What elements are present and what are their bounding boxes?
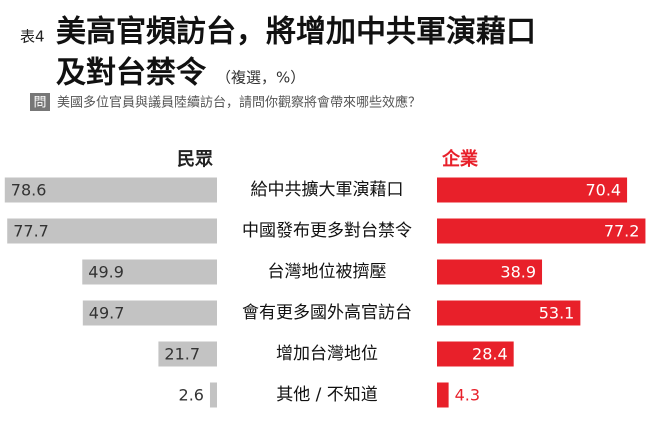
- question-tag-box: [30, 93, 50, 111]
- category-label: 會有更多國外高官訪台: [242, 303, 412, 323]
- bar: [437, 382, 449, 408]
- value-label: 2.6: [179, 386, 204, 405]
- bar: [437, 259, 543, 285]
- value-label: 28.4: [472, 345, 508, 364]
- bar: [437, 300, 581, 326]
- title-prefix: 表4: [20, 28, 45, 46]
- value-label: 21.7: [164, 345, 200, 364]
- value-label: 78.6: [11, 181, 47, 200]
- value-label: 49.7: [89, 304, 125, 323]
- bar: [7, 218, 217, 244]
- category-label: 給中共擴大軍演藉口: [251, 180, 404, 200]
- bar: [82, 300, 217, 326]
- bar: [437, 218, 646, 244]
- category-label: 台灣地位被擠壓: [268, 262, 387, 282]
- value-label: 70.4: [585, 181, 621, 200]
- chart-title: 美高官頻訪台，將增加中共軍演藉口: [56, 15, 536, 50]
- chart-title: 及對台禁令: [56, 56, 207, 91]
- value-label: 4.3: [455, 386, 480, 405]
- bar: [437, 341, 514, 367]
- value-label: 77.2: [604, 222, 640, 241]
- bar: [437, 177, 628, 203]
- bar: [4, 177, 218, 203]
- question: 美國多位官員與議員陸續訪台，請問你觀察將會帶來哪些效應？: [57, 95, 421, 111]
- bar: [82, 259, 218, 285]
- subtitle: （複選，%）: [216, 69, 305, 87]
- legend-label: 企業: [441, 148, 479, 170]
- value-label: 53.1: [539, 304, 575, 323]
- bar: [158, 341, 217, 367]
- value-label: 38.9: [500, 263, 536, 282]
- category-label: 增加台灣地位: [276, 344, 378, 364]
- value-label: 77.7: [13, 222, 49, 241]
- value-label: 49.9: [88, 263, 124, 282]
- category-label: 其他 / 不知道: [276, 385, 378, 405]
- legend-label: 民眾: [177, 149, 213, 170]
- bar: [209, 382, 217, 408]
- category-label: 中國發布更多對台禁令: [242, 221, 412, 241]
- question-tag: 問: [33, 96, 46, 111]
